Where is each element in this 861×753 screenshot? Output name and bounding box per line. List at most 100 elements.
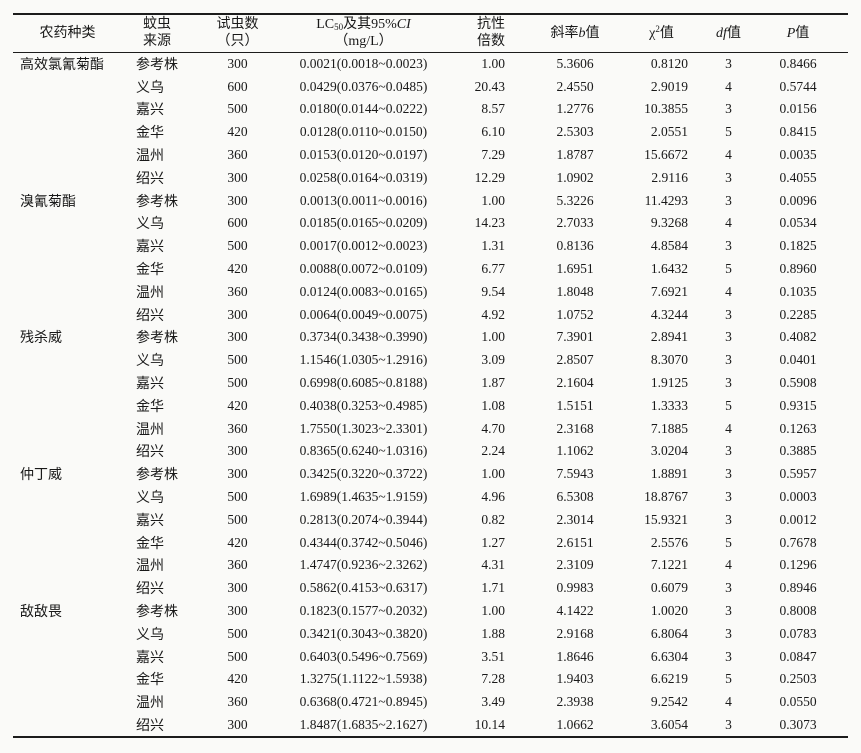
cell-resistance-ratio: 1.00	[481, 192, 505, 208]
cell-mosquito-source: 参考株	[136, 468, 178, 484]
cell-resistance-ratio: 7.28	[481, 671, 505, 687]
cell-mosquito-source: 绍兴	[136, 719, 164, 734]
cell-mosquito-source: 参考株	[136, 57, 178, 73]
cell-pesticide-type	[13, 394, 122, 417]
table-row: 温州 360 0.6368(0.4721~0.8945) 3.49 2.3938 9.25…	[13, 691, 848, 714]
cell-p-value: 0.0035	[779, 147, 817, 163]
table-row: 仲丁威 参考株 300 0.3425(0.3220~0.3722) 1.00 7.5943…	[13, 463, 848, 486]
cell-pesticide-type	[13, 303, 122, 326]
cell-p-value: 0.0550	[779, 694, 817, 710]
cell-lc50-ci: 0.3734(0.3438~0.3990)	[299, 329, 428, 345]
cell-pesticide-type	[13, 212, 122, 235]
cell-pesticide-type	[13, 372, 122, 395]
table-row: 溴氰菊酯 参考株 300 0.0013(0.0011~0.0016) 1.00 5.322…	[13, 189, 848, 212]
cell-p-value: 0.8008	[779, 603, 817, 619]
cell-mosquito-source: 参考株	[136, 194, 178, 210]
cell-df: 3	[725, 238, 732, 254]
cell-mosquito-source: 义乌	[136, 491, 164, 507]
header-lc50-subscript: 50	[334, 21, 344, 32]
table-row: 嘉兴 500 0.2813(0.2074~0.3944) 0.82 2.3014 15.9…	[13, 508, 848, 531]
cell-slope-b: 1.8646	[556, 648, 594, 664]
cell-lc50-ci: 0.6403(0.5496~0.7569)	[299, 648, 428, 664]
cell-slope-b: 6.5308	[556, 489, 594, 505]
cell-mosquito-source: 绍兴	[136, 308, 164, 324]
cell-df: 3	[725, 192, 732, 208]
table-row: 金华 420 0.4038(0.3253~0.4985) 1.08 1.5151 1.33…	[13, 394, 848, 417]
cell-lc50-ci: 0.0180(0.0144~0.0222)	[299, 101, 428, 117]
cell-lc50-ci: 0.3425(0.3220~0.3722)	[299, 466, 428, 482]
cell-pesticide-type	[13, 121, 122, 144]
cell-slope-b: 2.3014	[556, 511, 594, 527]
table-row: 温州 360 0.0153(0.0120~0.0197) 7.29 1.8787 15.6…	[13, 144, 848, 167]
cell-resistance-ratio: 9.54	[481, 283, 505, 299]
cell-p-value: 0.0783	[779, 625, 817, 641]
cell-pesticide-type	[13, 144, 122, 167]
cell-lc50-ci: 1.7550(1.3023~2.3301)	[299, 420, 428, 436]
header-resistance-line2: 倍数	[477, 34, 505, 50]
cell-df: 4	[725, 78, 732, 94]
cell-chi-square: 2.9116	[651, 169, 688, 185]
header-source-line1: 蚊虫	[143, 16, 171, 32]
header-lc50-unit: （mg/L）	[334, 34, 393, 50]
cell-chi-square: 1.3333	[650, 397, 688, 413]
cell-pesticide-type	[13, 235, 122, 258]
cell-lc50-ci: 0.0124(0.0083~0.0165)	[299, 283, 428, 299]
cell-resistance-ratio: 1.00	[481, 603, 505, 619]
cell-p-value: 0.3885	[779, 443, 817, 459]
cell-insect-count: 420	[227, 534, 248, 550]
cell-insect-count: 300	[227, 580, 248, 596]
cell-pesticide-type: 残杀威	[20, 331, 62, 347]
cell-chi-square: 1.9125	[650, 375, 688, 391]
table-row: 温州 360 0.0124(0.0083~0.0165) 9.54 1.8048 7.69…	[13, 280, 848, 303]
cell-chi-square: 2.9019	[650, 78, 688, 94]
cell-p-value: 0.4055	[779, 169, 817, 185]
cell-chi-square: 3.6054	[650, 717, 688, 732]
cell-chi-square: 7.1221	[650, 557, 688, 573]
cell-resistance-ratio: 3.51	[481, 648, 505, 664]
cell-slope-b: 2.5303	[556, 124, 594, 140]
cell-chi-square: 4.8584	[650, 238, 688, 254]
cell-insect-count: 420	[227, 671, 248, 687]
cell-insect-count: 360	[227, 147, 248, 163]
cell-df: 3	[725, 717, 732, 732]
cell-chi-square: 18.8767	[644, 489, 688, 505]
cell-mosquito-source: 义乌	[136, 80, 164, 96]
cell-slope-b: 1.9403	[556, 671, 594, 687]
table-row: 敌敌畏 参考株 300 0.1823(0.1577~0.2032) 1.00 4.1422…	[13, 600, 848, 623]
cell-chi-square: 3.0204	[650, 443, 688, 459]
cell-p-value: 0.3073	[779, 717, 817, 732]
table-row: 金华 420 0.0088(0.0072~0.0109) 6.77 1.6951 1.64…	[13, 258, 848, 281]
cell-mosquito-source: 绍兴	[136, 171, 164, 187]
header-slope-prefix: 斜率	[550, 25, 579, 41]
cell-lc50-ci: 1.8487(1.6835~2.1627)	[299, 717, 428, 732]
cell-mosquito-source: 绍兴	[136, 582, 164, 598]
cell-p-value: 0.1263	[779, 420, 817, 436]
table-row: 嘉兴 500 0.0180(0.0144~0.0222) 8.57 1.2776 10.3…	[13, 98, 848, 121]
cell-p-value: 0.8466	[779, 55, 817, 71]
cell-p-value: 0.8415	[779, 124, 817, 140]
cell-chi-square: 1.6432	[650, 261, 688, 277]
cell-lc50-ci: 0.2813(0.2074~0.3944)	[299, 511, 428, 527]
cell-resistance-ratio: 4.70	[481, 420, 505, 436]
header-count-line2: （只）	[216, 34, 259, 50]
cell-resistance-ratio: 10.14	[474, 717, 505, 732]
cell-insect-count: 360	[227, 420, 248, 436]
cell-chi-square: 2.8941	[650, 329, 688, 345]
cell-insect-count: 300	[227, 192, 248, 208]
cell-df: 4	[725, 557, 732, 573]
cell-df: 5	[725, 124, 732, 140]
cell-insect-count: 500	[227, 238, 248, 254]
table-row: 义乌 600 0.0429(0.0376~0.0485) 20.43 2.4550 2.9…	[13, 75, 848, 98]
cell-resistance-ratio: 1.00	[481, 466, 505, 482]
cell-lc50-ci: 0.6998(0.6085~0.8188)	[299, 375, 428, 391]
cell-pesticide-type: 敌敌畏	[20, 605, 62, 621]
cell-p-value: 0.5908	[779, 375, 817, 391]
table-row: 嘉兴 500 0.6403(0.5496~0.7569) 3.51 1.8646 6.63…	[13, 645, 848, 668]
cell-pesticide-type	[13, 417, 122, 440]
cell-mosquito-source: 嘉兴	[136, 240, 164, 256]
cell-insect-count: 500	[227, 511, 248, 527]
cell-resistance-ratio: 14.23	[474, 215, 505, 231]
cell-p-value: 0.1825	[779, 238, 817, 254]
cell-insect-count: 360	[227, 694, 248, 710]
header-lc50-ci-italic: CI	[396, 16, 411, 32]
